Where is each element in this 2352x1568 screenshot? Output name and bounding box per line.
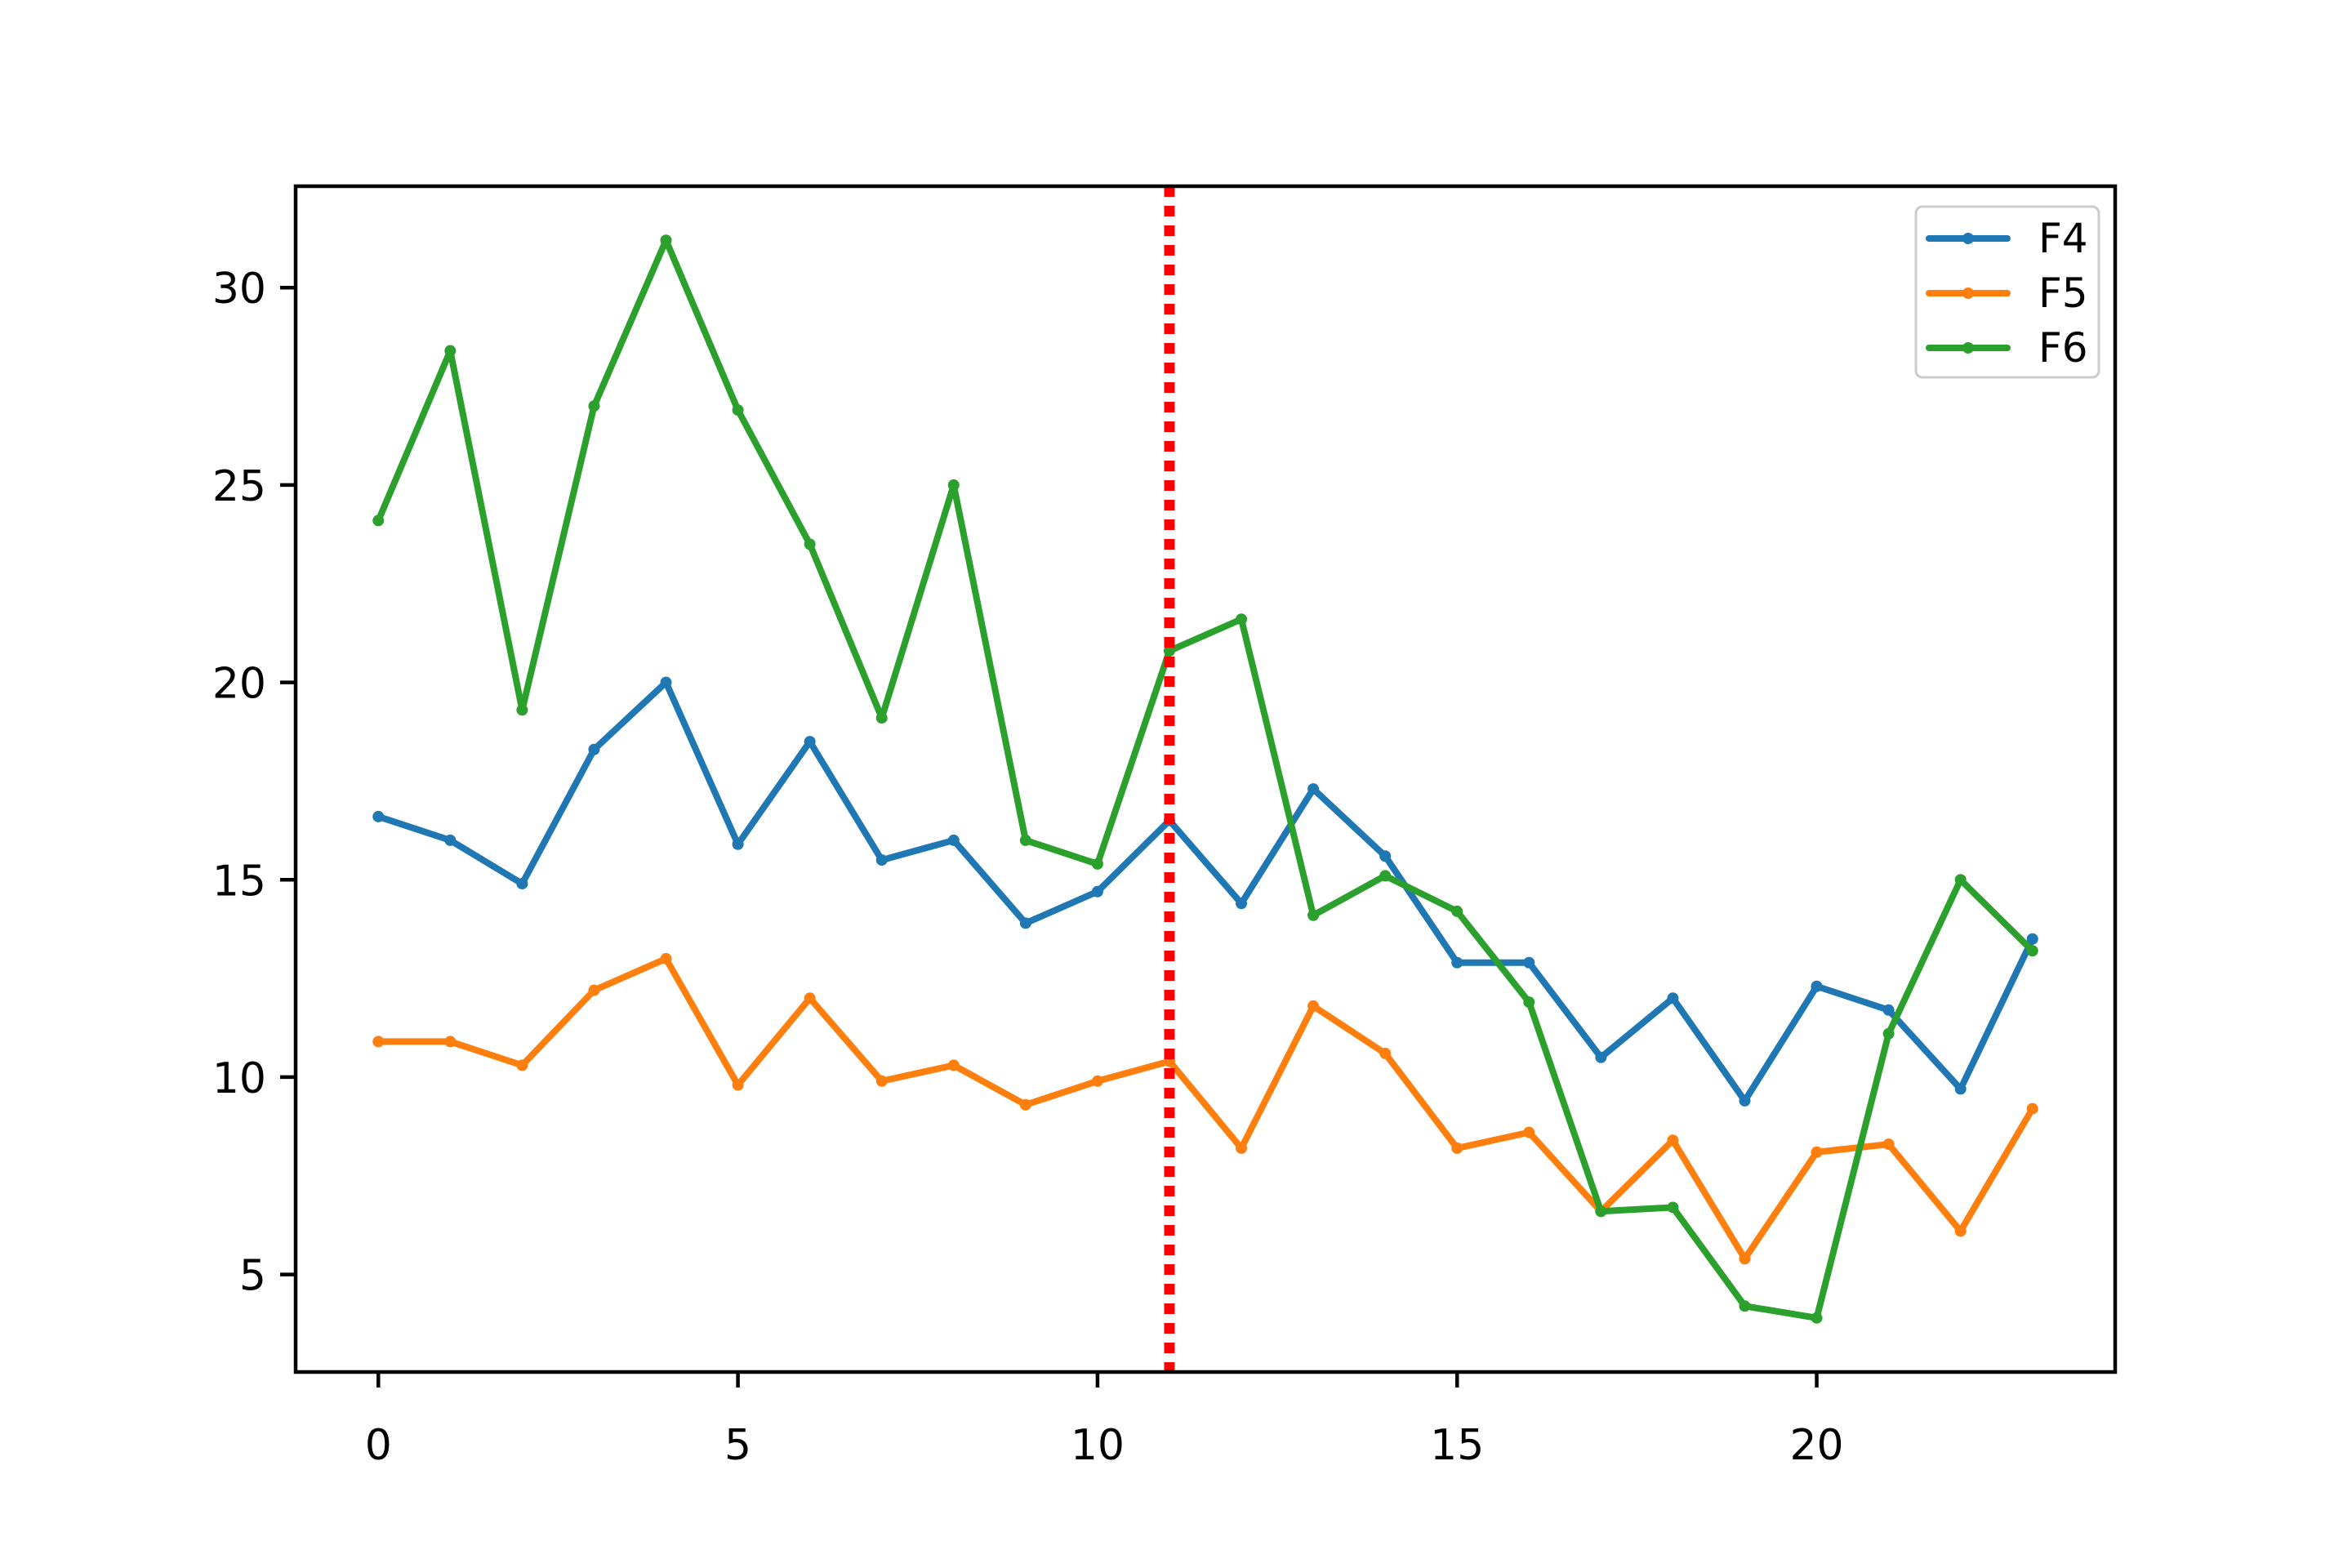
series-marker-F4 [372,810,385,822]
series-marker-F4 [1236,898,1248,910]
series-marker-F5 [1523,1126,1535,1138]
series-marker-F6 [588,400,600,412]
series-marker-F6 [1091,858,1103,870]
series-marker-F5 [1379,1047,1392,1059]
y-tick-label: 5 [239,1252,266,1301]
legend-label-F4: F4 [2038,215,2088,262]
series-marker-F6 [1667,1201,1679,1214]
series-marker-F6 [1523,996,1535,1009]
series-marker-F5 [660,952,672,964]
series-marker-F5 [1091,1075,1103,1087]
legend-marker-F4 [1962,233,1974,244]
legend-label-F6: F6 [2038,324,2088,372]
series-marker-F5 [875,1075,888,1087]
series-marker-F5 [1811,1146,1823,1158]
series-marker-F6 [516,704,528,716]
series-marker-F4 [804,736,816,748]
series-line-F5 [375,955,2036,1263]
series-line-F4 [375,679,2036,1104]
series-marker-F6 [1019,834,1031,846]
y-tick-label: 25 [212,462,266,511]
series-marker-F6 [732,404,744,416]
series-marker-F4 [1595,1051,1607,1063]
series-marker-F4 [1523,956,1535,969]
series-marker-F4 [660,676,672,688]
series-marker-F6 [1954,874,1967,886]
legend-marker-F6 [1962,342,1974,354]
legend-marker-F5 [1962,287,1974,299]
series-marker-F6 [947,479,960,491]
series-marker-F6 [1595,1205,1607,1218]
series-marker-F4 [1882,1004,1895,1016]
series-marker-F5 [588,984,600,996]
series-marker-F6 [1882,1027,1895,1040]
series-marker-F4 [1379,850,1392,862]
series-marker-F5 [1236,1142,1248,1154]
series-marker-F6 [372,514,385,527]
series-marker-F4 [1954,1083,1967,1095]
series-marker-F6 [444,345,457,357]
series-marker-F5 [1451,1142,1463,1154]
series-marker-F5 [516,1059,528,1071]
series-marker-F5 [1882,1138,1895,1151]
series-marker-F6 [1739,1300,1751,1312]
series-marker-F6 [2026,945,2038,957]
series-marker-F5 [444,1036,457,1048]
series-marker-F4 [875,854,888,866]
x-tick-label: 0 [365,1421,392,1470]
series-marker-F4 [1019,917,1031,929]
series-marker-F4 [1667,992,1679,1004]
series-marker-F6 [1163,644,1175,657]
y-tick-label: 20 [212,660,266,709]
x-tick-label: 5 [724,1421,751,1470]
series-marker-F6 [1379,870,1392,882]
series-marker-F6 [660,234,672,247]
series-marker-F5 [1307,1000,1320,1012]
series-marker-F5 [1739,1253,1751,1265]
series-marker-F6 [1307,909,1320,921]
series-marker-F5 [2026,1102,2038,1115]
series-marker-F6 [1451,905,1463,917]
y-tick-label: 15 [212,857,266,906]
series-marker-F6 [875,712,888,724]
series-marker-F5 [1954,1225,1967,1237]
series-marker-F5 [1019,1098,1031,1111]
legend-label-F5: F5 [2038,270,2088,317]
series-marker-F4 [444,834,457,846]
series-marker-F6 [1236,613,1248,626]
series-marker-F4 [1307,783,1320,795]
series-marker-F4 [1451,956,1463,969]
series-marker-F4 [1739,1094,1751,1107]
x-tick-label: 20 [1789,1421,1843,1470]
y-tick-label: 10 [212,1054,266,1103]
series-marker-F4 [1811,980,1823,992]
series-marker-F4 [588,743,600,755]
series-marker-F5 [947,1059,960,1071]
plot-border [293,184,2118,1374]
series-line-F6 [375,237,2036,1321]
series-marker-F4 [2026,933,2038,945]
series-marker-F5 [1667,1134,1679,1147]
x-tick-label: 15 [1430,1421,1484,1470]
series-marker-F6 [1811,1312,1823,1324]
series-marker-F5 [804,992,816,1004]
series-marker-F4 [1091,885,1103,898]
series-marker-F5 [372,1036,385,1048]
series-marker-F5 [732,1079,744,1091]
series-marker-F6 [804,538,816,550]
series-marker-F4 [947,834,960,846]
series-marker-F4 [732,838,744,850]
y-tick-label: 30 [212,265,266,314]
series-marker-F4 [516,878,528,890]
x-tick-label: 10 [1071,1421,1125,1470]
